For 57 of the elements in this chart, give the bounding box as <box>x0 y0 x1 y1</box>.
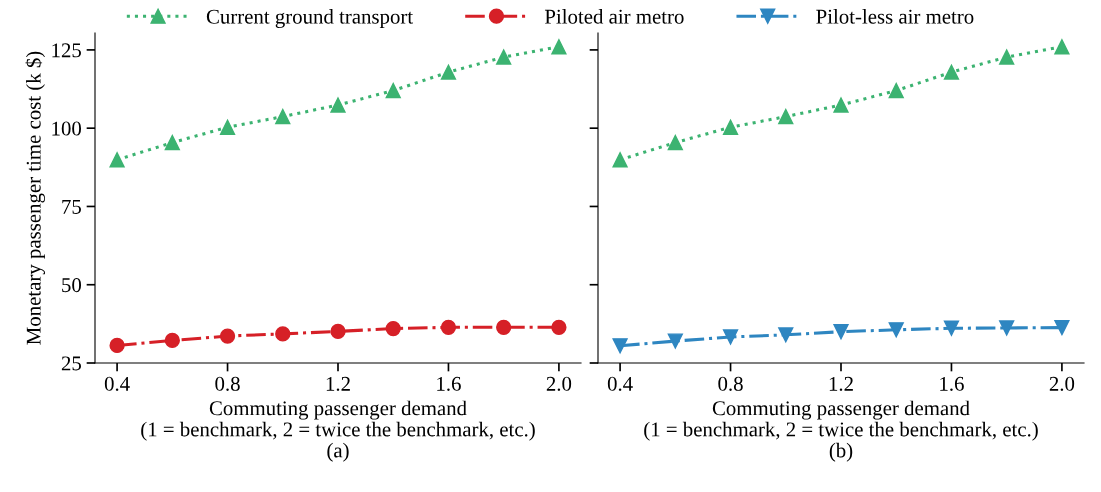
x-tick-label: 1.6 <box>940 376 964 391</box>
point <box>612 338 628 354</box>
point <box>440 64 457 80</box>
x-tick-label: 0.8 <box>215 376 240 391</box>
point <box>551 39 567 55</box>
point <box>164 134 180 151</box>
y-tick-label: 125 <box>52 43 81 58</box>
x-tick-label: 2.0 <box>1049 376 1075 391</box>
y-tick-label: 50 <box>62 278 82 293</box>
point <box>667 333 683 349</box>
legend-label: Current ground transport <box>206 9 413 28</box>
point <box>943 64 960 80</box>
point <box>275 326 291 342</box>
point <box>612 152 628 168</box>
x-tick-label: 1.6 <box>437 376 461 391</box>
point <box>999 49 1015 65</box>
point <box>219 328 236 344</box>
point <box>778 108 794 125</box>
x-tick-label: 1.2 <box>829 376 853 391</box>
point <box>219 119 236 135</box>
point <box>722 329 739 345</box>
point <box>778 327 794 343</box>
y-tick-label: 25 <box>61 356 81 371</box>
point <box>888 82 904 99</box>
legend-label: Pilot-less air metro <box>816 9 974 24</box>
point <box>385 82 401 99</box>
point <box>833 324 849 340</box>
x-tick-label: 2.0 <box>546 376 572 391</box>
point <box>109 337 125 354</box>
point <box>496 49 512 65</box>
point <box>551 319 567 335</box>
point <box>888 322 904 338</box>
x-tick-label: 1.2 <box>326 376 350 391</box>
point <box>999 320 1015 336</box>
x-tick-label: 0.4 <box>104 376 130 391</box>
legend-label: Piloted air metro <box>544 9 684 24</box>
x-axis-title: Commuting passenger demand (1 = benchmark, 2 = twice the benchmark, etc.) (b) <box>644 400 1038 462</box>
point <box>722 119 739 135</box>
point <box>330 323 346 340</box>
point <box>275 108 291 125</box>
point <box>496 319 512 335</box>
point <box>440 319 457 335</box>
y-axis-title: Monetary passenger time cost (k $) <box>25 51 45 345</box>
point <box>667 134 683 151</box>
point <box>330 97 346 113</box>
y-tick-label: 75 <box>62 200 81 214</box>
point <box>833 97 849 113</box>
y-tick-label: 100 <box>52 121 82 136</box>
x-tick-label: 0.8 <box>718 376 743 391</box>
point <box>109 152 125 168</box>
point <box>1054 319 1070 336</box>
point <box>943 320 960 336</box>
point <box>1054 39 1070 55</box>
x-axis-title: Commuting passenger demand (1 = benchmark, 2 = twice the benchmark, etc.) (a) <box>141 400 535 462</box>
point <box>385 320 401 337</box>
point <box>164 332 180 349</box>
x-tick-label: 0.4 <box>607 376 633 391</box>
